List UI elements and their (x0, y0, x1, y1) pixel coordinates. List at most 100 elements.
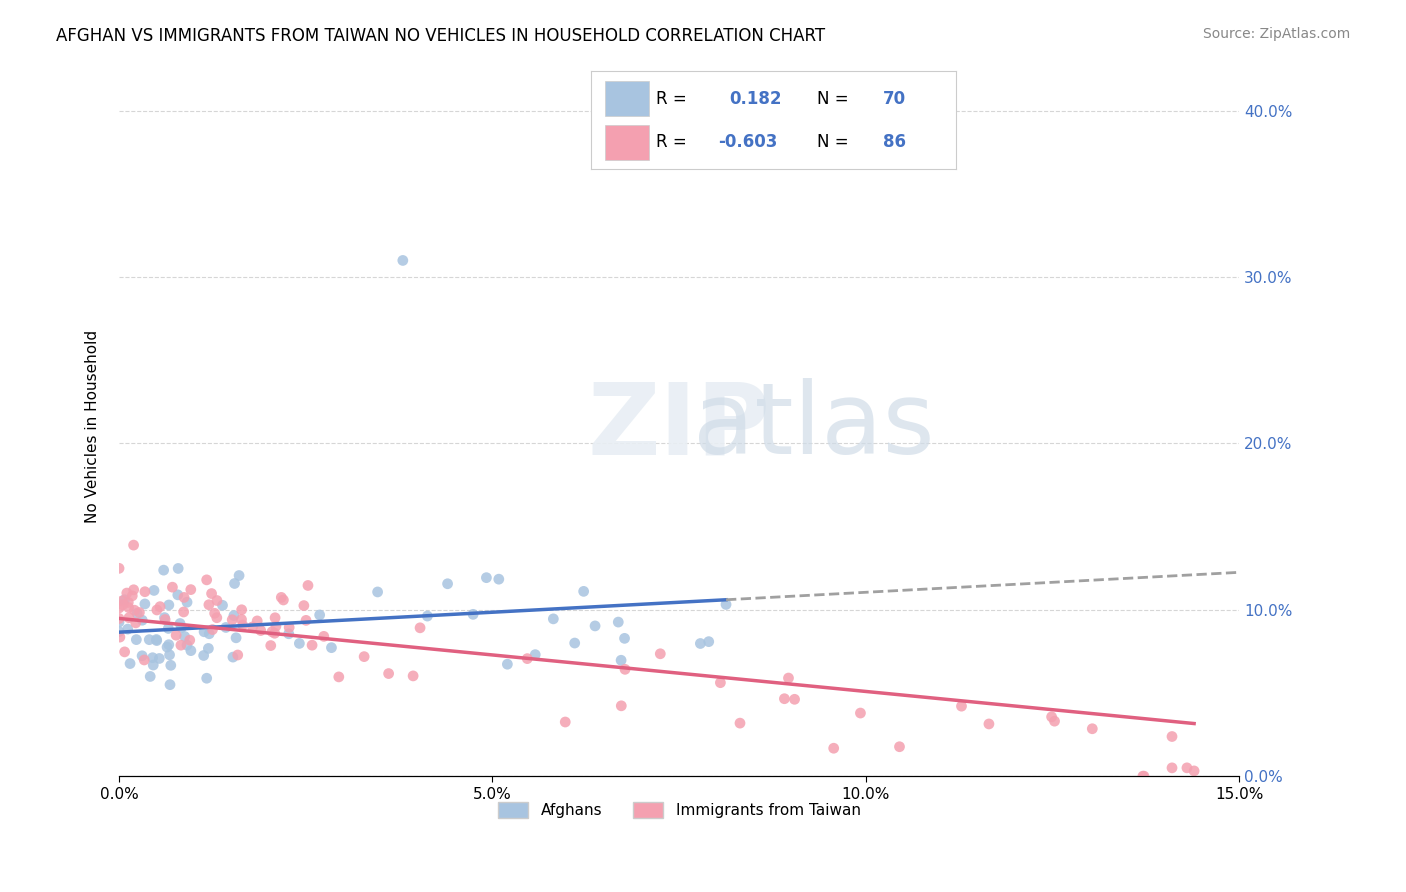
Text: 70: 70 (883, 90, 905, 108)
Point (170, 621, 193, 635)
Point (108, 624, 131, 639)
Point (270, 591, 292, 605)
Point (157, 638, 180, 652)
Text: N =: N = (817, 133, 849, 151)
Point (1161, 730, 1184, 744)
Point (554, 714, 576, 729)
Point (249, 624, 271, 638)
Point (108, 611, 131, 625)
Point (516, 651, 538, 665)
Text: Source: ZipAtlas.com: Source: ZipAtlas.com (1202, 27, 1350, 41)
Point (180, 582, 202, 597)
Point (496, 657, 519, 672)
Point (145, 633, 167, 648)
Point (278, 620, 301, 634)
Text: N =: N = (817, 90, 849, 108)
Text: ZIP: ZIP (588, 378, 770, 475)
Point (131, 648, 153, 663)
Point (125, 615, 148, 630)
Point (297, 578, 319, 592)
Point (689, 636, 711, 650)
Point (321, 640, 343, 655)
Text: 86: 86 (883, 133, 905, 151)
Point (125, 632, 148, 647)
Legend: Afghans, Immigrants from Taiwan: Afghans, Immigrants from Taiwan (492, 797, 866, 824)
Point (127, 607, 149, 621)
Point (524, 648, 547, 662)
Point (205, 593, 228, 607)
Point (176, 595, 198, 609)
Point (117, 595, 139, 609)
Point (114, 645, 136, 659)
Point (204, 607, 226, 621)
Point (225, 631, 247, 645)
Point (215, 620, 238, 634)
Point (1040, 710, 1063, 724)
Point (288, 636, 311, 650)
Point (295, 613, 318, 627)
Point (139, 669, 162, 683)
Point (162, 580, 184, 594)
Point (134, 597, 156, 611)
Point (416, 609, 439, 624)
Text: -0.603: -0.603 (718, 133, 778, 151)
Point (950, 699, 973, 714)
Point (134, 653, 156, 667)
Point (1132, 769, 1154, 783)
Point (193, 624, 215, 639)
Point (1182, 764, 1205, 778)
Point (117, 622, 139, 636)
Point (131, 613, 153, 627)
Point (165, 628, 187, 642)
Point (156, 640, 179, 654)
Point (583, 619, 606, 633)
Point (120, 657, 142, 671)
Point (111, 598, 134, 612)
Point (231, 603, 253, 617)
Point (461, 607, 484, 622)
Point (773, 691, 796, 706)
Point (198, 626, 221, 640)
Point (402, 669, 425, 683)
Point (328, 670, 350, 684)
Text: atlas: atlas (693, 378, 935, 475)
Point (169, 616, 191, 631)
Point (292, 599, 315, 613)
Point (231, 612, 253, 626)
Point (1161, 761, 1184, 775)
Point (118, 611, 141, 625)
Point (198, 598, 221, 612)
Point (301, 638, 323, 652)
Point (613, 632, 636, 646)
Point (108, 601, 131, 615)
Point (114, 592, 136, 607)
Point (226, 648, 249, 662)
Point (176, 638, 198, 652)
Point (977, 717, 1000, 731)
Point (143, 583, 166, 598)
Point (108, 561, 131, 575)
Point (232, 618, 254, 632)
Point (709, 675, 731, 690)
Point (205, 611, 228, 625)
Point (117, 600, 139, 615)
Point (142, 650, 165, 665)
Point (124, 603, 146, 617)
Point (179, 633, 201, 648)
Point (195, 671, 218, 685)
Text: R =: R = (657, 133, 688, 151)
Y-axis label: No Vehicles in Household: No Vehicles in Household (86, 330, 100, 524)
Point (159, 678, 181, 692)
Point (377, 666, 399, 681)
Point (157, 598, 180, 612)
Point (173, 630, 195, 644)
Point (1133, 769, 1156, 783)
Point (153, 613, 176, 627)
Point (778, 671, 800, 685)
Point (195, 573, 218, 587)
Point (197, 641, 219, 656)
Point (849, 706, 872, 720)
Point (128, 606, 150, 620)
Point (260, 639, 283, 653)
Point (1175, 761, 1198, 775)
